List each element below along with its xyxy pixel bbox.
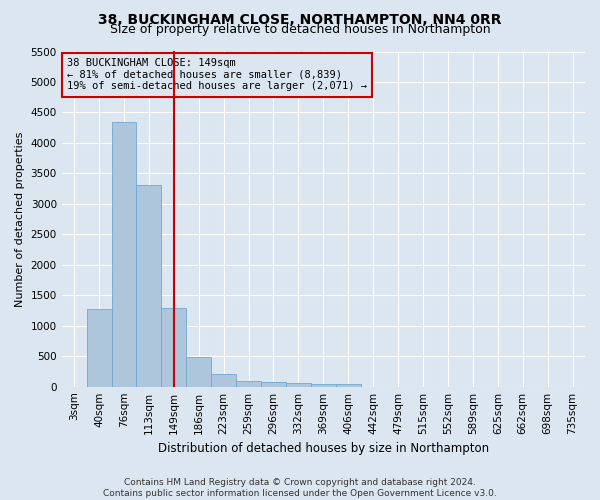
Bar (236, 381, 261, 386)
X-axis label: Distribution of detached houses by size in Northampton: Distribution of detached houses by size … (158, 442, 489, 455)
Bar (261, 382, 286, 386)
Bar (136, 185, 161, 386)
Text: 38 BUCKINGHAM CLOSE: 149sqm
← 81% of detached houses are smaller (8,839)
19% of : 38 BUCKINGHAM CLOSE: 149sqm ← 81% of det… (67, 58, 367, 92)
Text: Size of property relative to detached houses in Northampton: Size of property relative to detached ho… (110, 22, 490, 36)
Text: Contains HM Land Registry data © Crown copyright and database right 2024.
Contai: Contains HM Land Registry data © Crown c… (103, 478, 497, 498)
Y-axis label: Number of detached properties: Number of detached properties (15, 132, 25, 307)
Bar (311, 384, 336, 386)
Bar (336, 384, 361, 386)
Text: 38, BUCKINGHAM CLOSE, NORTHAMPTON, NN4 0RR: 38, BUCKINGHAM CLOSE, NORTHAMPTON, NN4 0… (98, 12, 502, 26)
Bar (161, 308, 186, 386)
Bar (286, 384, 311, 386)
Bar (211, 374, 236, 386)
Bar (112, 122, 136, 386)
Bar (86, 310, 112, 386)
Bar (186, 358, 211, 386)
